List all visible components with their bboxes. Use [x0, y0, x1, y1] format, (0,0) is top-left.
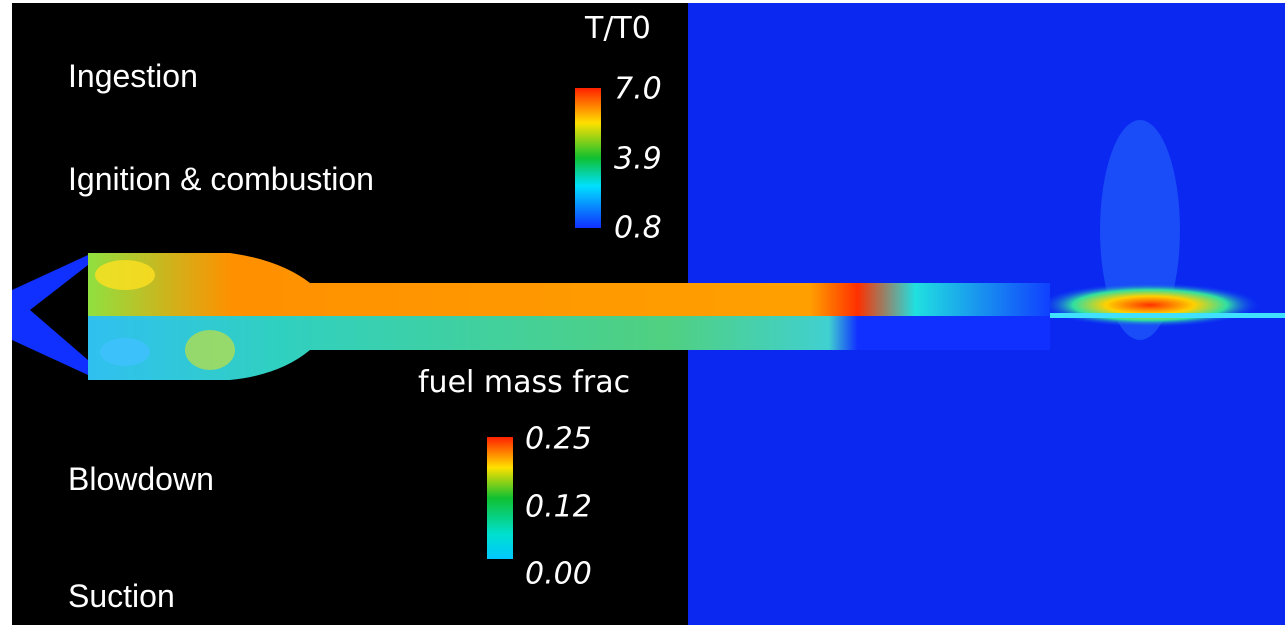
- lower-tube: [88, 316, 1050, 380]
- plume: [1040, 283, 1260, 327]
- vortex: [95, 260, 155, 290]
- vortex: [185, 330, 235, 370]
- upper-tube: [88, 253, 1050, 316]
- centerline: [860, 313, 1285, 318]
- vortex: [100, 338, 150, 366]
- colorbar-tick: 0.12: [525, 490, 592, 525]
- phase-label: Suction: [68, 578, 175, 614]
- colorbar-title: fuel mass frac: [418, 365, 630, 400]
- colorbar-tick: 7.0: [614, 72, 662, 107]
- phase-label: Ingestion: [68, 58, 198, 94]
- phase-label: Blowdown: [68, 461, 214, 497]
- inlet: [12, 255, 88, 375]
- colorbar-tick: 3.9: [614, 142, 662, 177]
- colorbar-tick: 0.00: [525, 557, 592, 592]
- colorbar-tick: 0.25: [525, 422, 592, 457]
- colorbar: [575, 88, 601, 228]
- phase-label: Ignition & combustion: [68, 161, 374, 197]
- colorbar-title: T/T0: [584, 11, 651, 46]
- colorbar-tick: 0.8: [614, 211, 662, 246]
- colorbar: [487, 437, 513, 559]
